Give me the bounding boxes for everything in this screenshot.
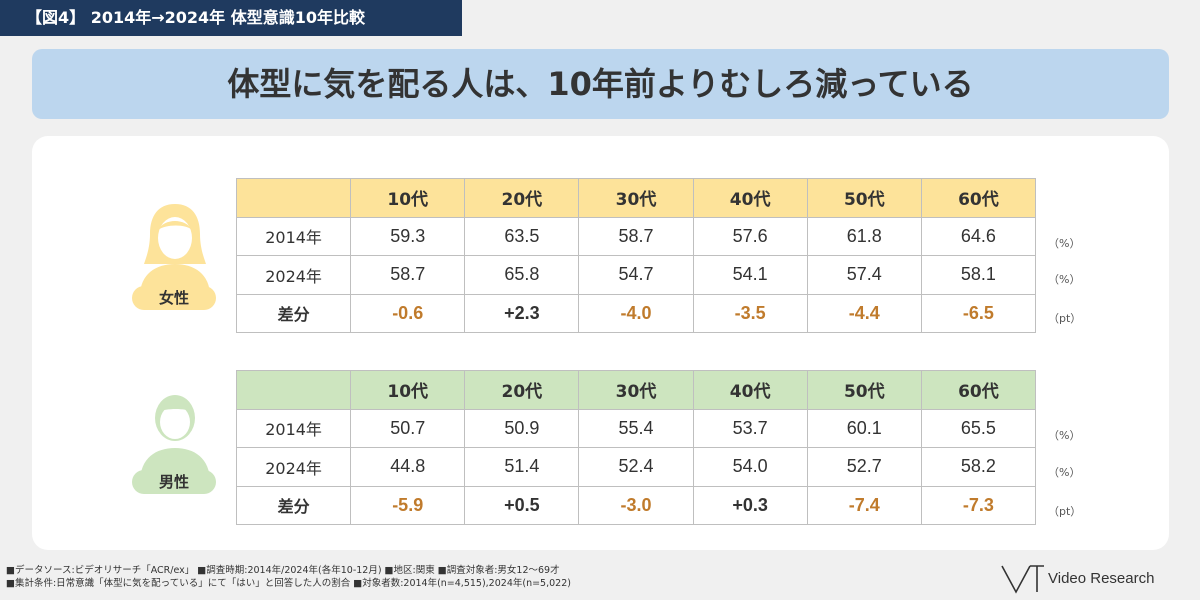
value-cell: 54.0: [692, 447, 808, 487]
header-corner: [235, 178, 352, 218]
value-cell: 50.9: [464, 408, 580, 448]
value-cell: 52.4: [578, 447, 694, 487]
column-header: 30代: [578, 178, 694, 218]
value-cell: 58.2: [920, 447, 1037, 487]
value-cell: 52.7: [806, 447, 922, 487]
column-header: 10代: [350, 178, 466, 218]
value-cell: 58.1: [920, 255, 1037, 295]
column-header: 60代: [920, 370, 1037, 410]
logo-text: Video Research: [1048, 570, 1155, 587]
diff-cell: +2.3: [464, 293, 580, 333]
column-header: 50代: [806, 178, 922, 218]
diff-cell: +0.5: [464, 485, 580, 525]
diff-cell: -4.0: [578, 293, 694, 333]
value-cell: 65.8: [464, 255, 580, 295]
diff-cell: -7.3: [920, 485, 1037, 525]
diff-cell: +0.3: [692, 485, 808, 525]
female-badge: 女性: [132, 286, 216, 310]
row-label: 2014年: [235, 408, 352, 448]
value-cell: 55.4: [578, 408, 694, 448]
table-row: 2024年 58.7 65.8 54.7 54.1 57.4 58.1: [235, 255, 1037, 295]
unit-label: （pt）: [1048, 312, 1082, 325]
row-label: 2024年: [235, 447, 352, 487]
footer-line: ■集計条件:日常意識「体型に気を配っている」にて「はい」と回答した人の割合 ■対…: [6, 578, 571, 589]
diff-cell: -5.9: [350, 485, 466, 525]
diff-cell: -3.5: [692, 293, 808, 333]
male-badge: 男性: [132, 470, 216, 494]
diff-cell: -3.0: [578, 485, 694, 525]
column-header: 40代: [692, 370, 808, 410]
value-cell: 51.4: [464, 447, 580, 487]
unit-label: （%）: [1048, 466, 1081, 479]
diff-cell: -4.4: [806, 293, 922, 333]
unit-label: （%）: [1048, 273, 1081, 286]
unit-label: （%）: [1048, 429, 1081, 442]
unit-label: （pt）: [1048, 505, 1082, 518]
column-header: 30代: [578, 370, 694, 410]
table-row: 2014年 59.3 63.5 58.7 57.6 61.8 64.6: [235, 216, 1037, 256]
value-cell: 60.1: [806, 408, 922, 448]
column-header: 50代: [806, 370, 922, 410]
value-cell: 50.7: [350, 408, 466, 448]
value-cell: 44.8: [350, 447, 466, 487]
value-cell: 58.7: [578, 216, 694, 256]
row-label: 差分: [235, 485, 352, 525]
unit-label: （%）: [1048, 237, 1081, 250]
value-cell: 63.5: [464, 216, 580, 256]
figure-label: 【図4】 2014年→2024年 体型意識10年比較: [0, 0, 462, 36]
table-row: 2024年 44.8 51.4 52.4 54.0 52.7 58.2: [235, 447, 1037, 487]
value-cell: 53.7: [692, 408, 808, 448]
video-research-logo-icon: [1001, 565, 1044, 594]
column-header: 20代: [464, 178, 580, 218]
row-label: 2014年: [235, 216, 352, 256]
table-row: 差分 -5.9 +0.5 -3.0 +0.3 -7.4 -7.3: [235, 485, 1037, 525]
footer-notes: ■データソース:ビデオリサーチ「ACR/ex」 ■調査時期:2014年/2024…: [6, 564, 571, 590]
female-table: 10代 20代 30代 40代 50代 60代 2014年 59.3 63.5 …: [235, 178, 1037, 333]
diff-cell: -6.5: [920, 293, 1037, 333]
row-label: 差分: [235, 293, 352, 333]
value-cell: 59.3: [350, 216, 466, 256]
table-row: 2014年 50.7 50.9 55.4 53.7 60.1 65.5: [235, 408, 1037, 448]
headline: 体型に気を配る人は、10年前よりむしろ減っている: [32, 49, 1169, 119]
table-row: 差分 -0.6 +2.3 -4.0 -3.5 -4.4 -6.5: [235, 293, 1037, 333]
value-cell: 61.8: [806, 216, 922, 256]
value-cell: 54.1: [692, 255, 808, 295]
male-table: 10代 20代 30代 40代 50代 60代 2014年 50.7 50.9 …: [235, 370, 1037, 525]
header-corner: [235, 370, 352, 410]
value-cell: 54.7: [578, 255, 694, 295]
row-label: 2024年: [235, 255, 352, 295]
value-cell: 57.6: [692, 216, 808, 256]
diff-cell: -0.6: [350, 293, 466, 333]
footer-line: ■データソース:ビデオリサーチ「ACR/ex」 ■調査時期:2014年/2024…: [6, 565, 560, 576]
diff-cell: -7.4: [806, 485, 922, 525]
value-cell: 65.5: [920, 408, 1037, 448]
value-cell: 64.6: [920, 216, 1037, 256]
value-cell: 57.4: [806, 255, 922, 295]
column-header: 60代: [920, 178, 1037, 218]
column-header: 40代: [692, 178, 808, 218]
column-header: 10代: [350, 370, 466, 410]
column-header: 20代: [464, 370, 580, 410]
value-cell: 58.7: [350, 255, 466, 295]
